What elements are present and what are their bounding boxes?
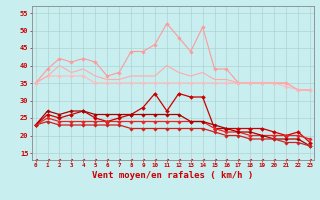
X-axis label: Vent moyen/en rafales ( km/h ): Vent moyen/en rafales ( km/h ) [92, 171, 253, 180]
